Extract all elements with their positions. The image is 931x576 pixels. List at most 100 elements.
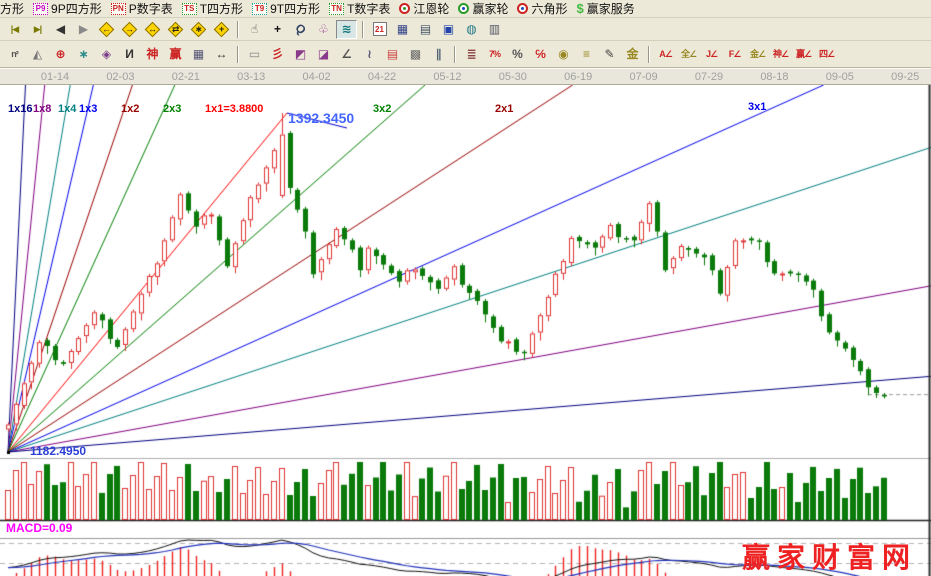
next-bar-icon: ▶ [78,22,89,36]
web-data-button[interactable]: ◍ [461,20,482,39]
starburst-tool[interactable]: ∗ [73,45,94,64]
calendar-button[interactable]: 21 [369,20,390,39]
menu-item-9t-square[interactable]: T9 9T四方形 [250,0,327,17]
f-angle-tool[interactable]: F∠ [724,45,745,64]
save-image-icon: ▣ [442,22,455,36]
menu-item-winner-wheel[interactable]: 赢家轮 [456,0,515,17]
curve-tool-button[interactable]: ≋ [336,19,357,39]
golden-lines-tool[interactable]: ≡ [576,45,597,64]
zigzag-wave-tool[interactable]: ≀ [359,45,380,64]
memo-icon: ▤ [419,22,432,36]
zoom-in-h-button[interactable]: ⇄ [165,20,186,39]
ying-grid-icon: 赢 [169,47,182,61]
pan-hand-button[interactable]: ☝ [244,20,265,39]
shen-angle-tool[interactable]: 神∠ [770,45,791,64]
date-tick: 07-29 [694,71,724,83]
j-angle-tool[interactable]: J∠ [701,45,722,64]
magnifier-button[interactable]: Q [290,20,311,39]
fan-box-alt-tool[interactable]: ◪ [313,45,334,64]
grid-dark-tool[interactable]: ▩ [405,45,426,64]
quan-angle-tool[interactable]: 全∠ [678,45,699,64]
ruler-grid-tool[interactable]: ▦ [188,45,209,64]
measure-width-tool[interactable]: ↔ [211,45,232,64]
prev-bar-button[interactable]: ◀ [50,20,71,39]
percent-icon: % [512,47,523,61]
menu-item-winner-service[interactable]: $ 赢家服务 [574,0,641,17]
percent-care-tool[interactable]: ℅ [530,45,551,64]
save-image-button[interactable]: ▣ [438,20,459,39]
curve-tool-icon: ≋ [341,22,352,36]
grid-star-icon: ◈ [101,47,112,61]
pan-right-button[interactable]: → [119,20,140,39]
gann-label-1x3: 1x3 [79,103,98,115]
crosshair-button[interactable]: + [267,20,288,39]
data-transfer-button[interactable]: ▥ [484,20,505,39]
toolbar-separator [362,20,364,38]
grid-star-tool[interactable]: ◈ [96,45,117,64]
toolbar-separator [237,45,239,63]
menu-item-square-partial[interactable]: 方形 [0,0,31,17]
expand-view-button[interactable]: + [211,20,232,39]
circle-cross-tool[interactable]: ⊕ [50,45,71,64]
last-bar-button[interactable]: ▶| [27,20,48,39]
menu-item-label: 方形 [0,2,25,16]
ying-angle-tool[interactable]: 赢∠ [793,45,814,64]
ying-angle-icon: 赢∠ [795,48,812,59]
menu-item-p-number-table[interactable]: PN P数字表 [109,0,180,17]
date-tick: 04-22 [367,71,397,83]
fan-box-tool[interactable]: ◩ [290,45,311,64]
toolbar-drawing: n² ◭ ⊕ ∗ ◈ И 神赢 ▦ ↔ ▭ 彡 ◩ ◪ ∠ ≀ ▤ ▩ ∥ ≣ 7%% ℅ ◉ ≡ ✎ 金 A∠ 全∠ J∠ F∠ 金∠ 神… [0,41,931,68]
cycle-bars-tool[interactable]: ≣ [461,45,482,64]
toolbar-separator [648,45,650,63]
zigzag-mark-tool[interactable]: И [119,45,140,64]
calculator-button[interactable]: ▦ [392,20,413,39]
angle-mirror-tool[interactable]: ◭ [27,45,48,64]
angle-lines-tool[interactable]: ∠ [336,45,357,64]
shen-angle-icon: 神∠ [772,48,789,59]
gold-ratio-tool[interactable]: 金 [622,45,643,64]
winner-wheel-icon [458,3,470,14]
percent-seven-tool[interactable]: 7% [484,45,505,64]
crosshair-icon: + [273,22,281,36]
gann-fan-icon: 彡 [271,47,284,61]
shen-grid-tool[interactable]: 神 [142,45,163,64]
memo-button[interactable]: ▤ [415,20,436,39]
menu-item-t-square[interactable]: TS T四方形 [180,0,250,17]
date-tick: 09-25 [891,71,920,83]
gann-label-1x1: 1x1=3.8800 [205,103,264,115]
f-angle-icon: F∠ [728,48,742,59]
last-bar-icon: ▶| [33,23,43,34]
menu-item-label: 赢家服务 [586,2,635,16]
menu-item-label: T数字表 [347,2,391,16]
a-angle-tool[interactable]: A∠ [655,45,676,64]
zoom-out-h-button[interactable]: ↔ [142,20,163,39]
pencil-mark-tool[interactable]: ✎ [599,45,620,64]
wave-square-tool[interactable]: n² [4,45,25,64]
jin-angle-tool[interactable]: 金∠ [747,45,768,64]
compress-view-button[interactable]: ∗ [188,20,209,39]
angle-mirror-icon: ◭ [32,47,43,61]
menu-item-gann-wheel[interactable]: 江恩轮 [397,0,456,17]
menu-item-label: 六角形 [531,2,568,16]
zigzag-mark-icon: И [125,47,134,61]
gann-fan-tool[interactable]: 彡 [267,45,288,64]
gann-label-1x2: 1x2 [121,103,140,115]
fan-box-icon: ◩ [294,47,307,61]
first-bar-button[interactable]: |◀ [4,20,25,39]
pan-left-button[interactable]: ← [96,20,117,39]
parallel-lines-icon: ∥ [435,47,442,61]
menu-item-hexagon[interactable]: 六角形 [515,0,574,17]
menu-item-9p-square[interactable]: P9 9P四方形 [31,0,109,17]
next-bar-button[interactable]: ▶ [73,20,94,39]
si-angle-tool[interactable]: 四∠ [816,45,837,64]
ribbon-tool-button[interactable]: ♧ [313,20,334,39]
box-select-tool[interactable]: ▭ [244,45,265,64]
golden-circle-tool[interactable]: ◉ [553,45,574,64]
gann-label-2x1: 2x1 [495,103,514,115]
price-chart-canvas[interactable] [0,85,931,576]
percent-tool[interactable]: % [507,45,528,64]
menu-item-t-number-table[interactable]: TN T数字表 [327,0,397,17]
grid-red-tool[interactable]: ▤ [382,45,403,64]
ying-grid-tool[interactable]: 赢 [165,45,186,64]
parallel-lines-tool[interactable]: ∥ [428,45,449,64]
